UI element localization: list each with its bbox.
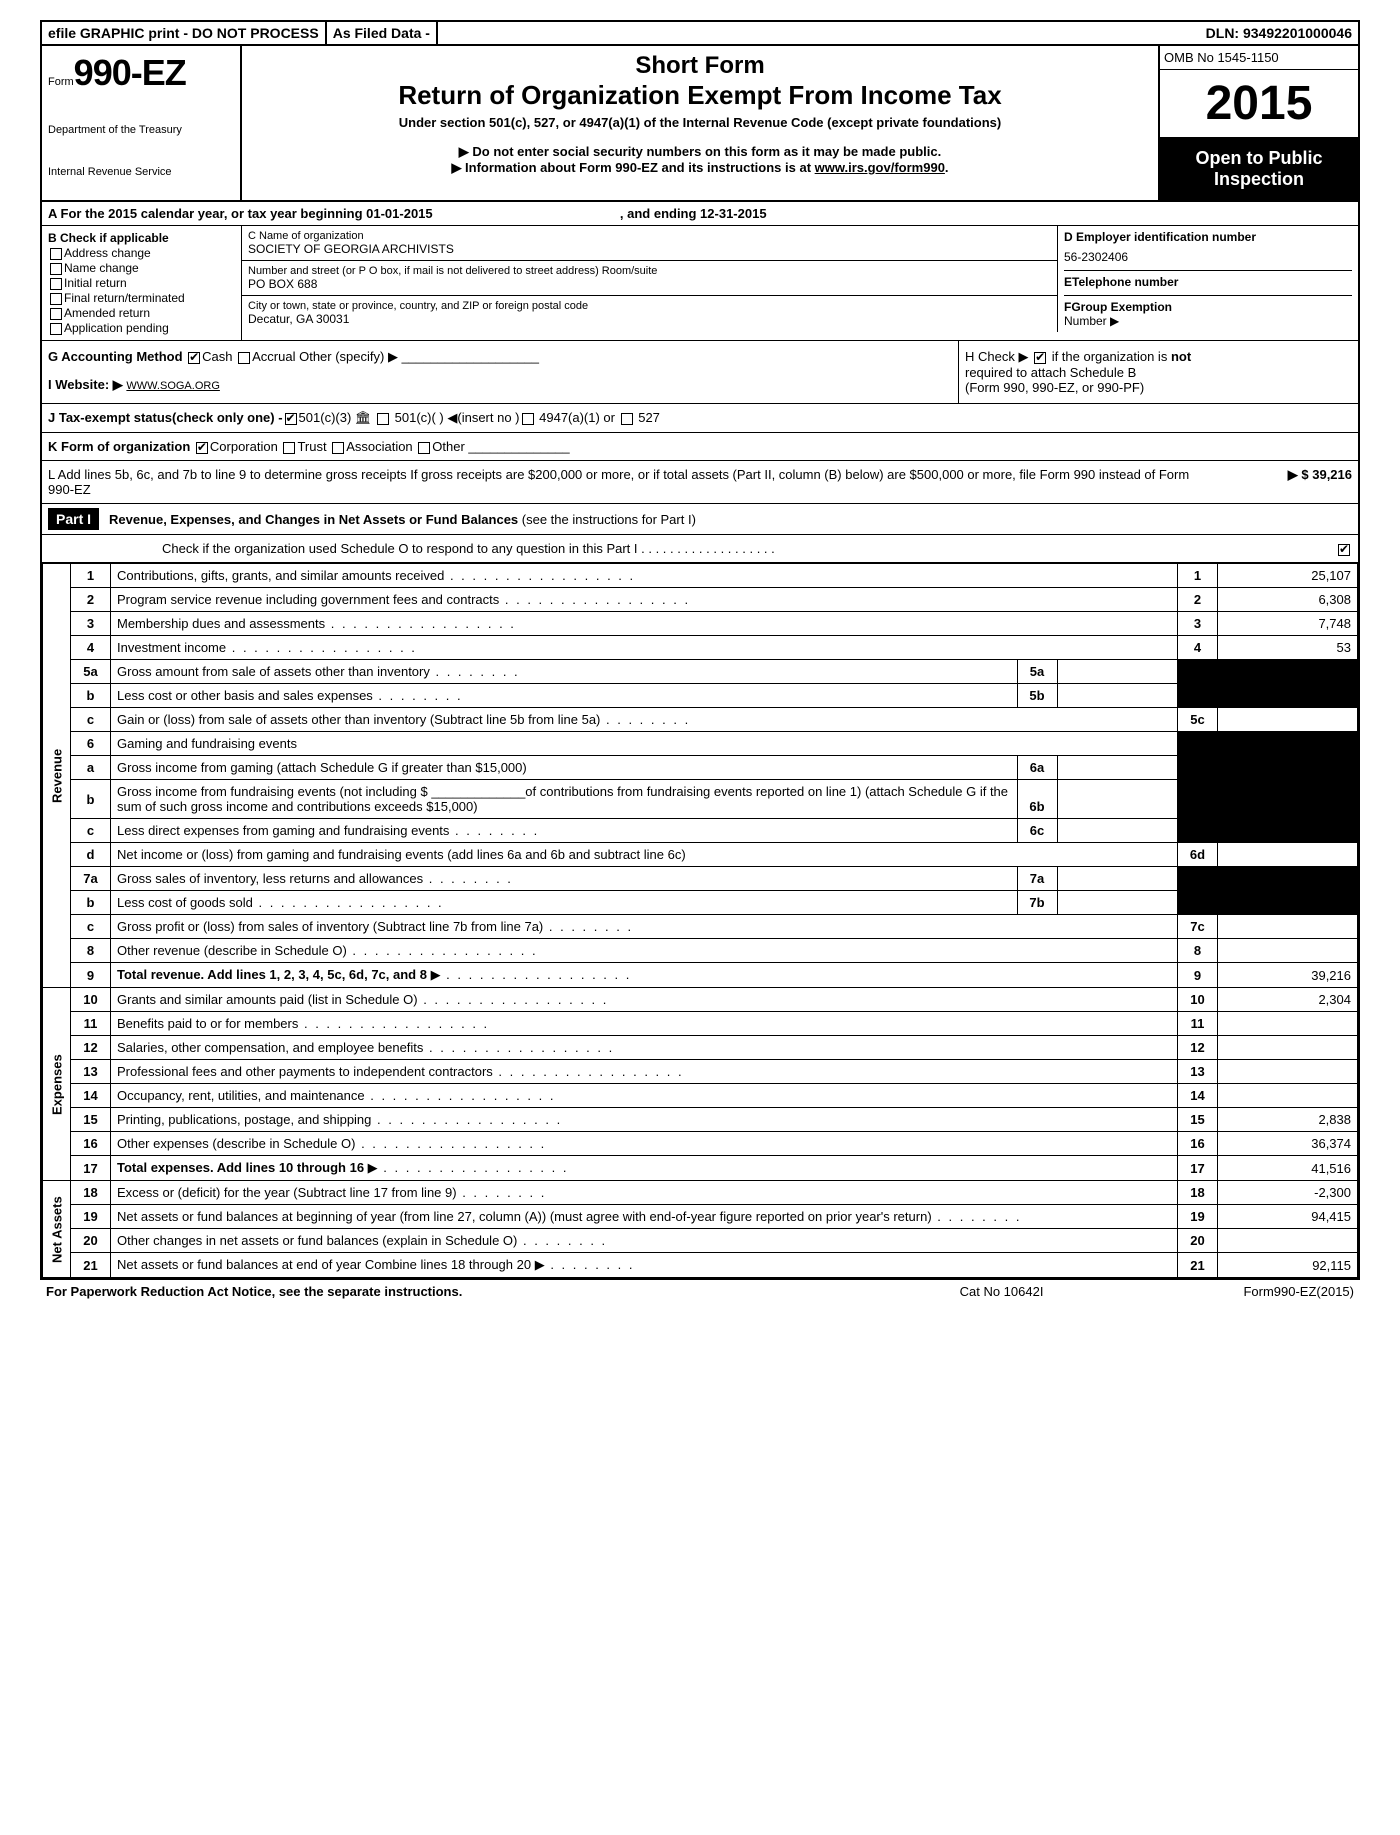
header-center: Short Form Return of Organization Exempt… (242, 46, 1158, 200)
catalog-number: Cat No 10642I (960, 1284, 1044, 1299)
chk-name-change[interactable]: Name change (48, 261, 235, 275)
line-3: 3Membership dues and assessments37,748 (43, 612, 1358, 636)
part1-check: Check if the organization used Schedule … (42, 535, 1358, 563)
row-k: K Form of organization Corporation Trust… (42, 433, 1358, 461)
line-2: 2Program service revenue including gover… (43, 588, 1358, 612)
efile-notice: efile GRAPHIC print - DO NOT PROCESS (42, 22, 327, 44)
line-18: Net Assets 18Excess or (deficit) for the… (43, 1181, 1358, 1205)
chk-501c3[interactable] (285, 413, 297, 425)
form-title: Return of Organization Exempt From Incom… (252, 80, 1148, 111)
line-5a: 5aGross amount from sale of assets other… (43, 660, 1358, 684)
subtitle-3: ▶ Information about Form 990-EZ and its … (252, 160, 1148, 176)
row-gh: G Accounting Method Cash Accrual Other (… (42, 341, 1358, 404)
row-l: L Add lines 5b, 6c, and 7b to line 9 to … (42, 461, 1358, 504)
netassets-side: Net Assets (43, 1181, 71, 1278)
header: Form990-EZ Department of the Treasury In… (42, 46, 1358, 202)
gross-receipts: ▶ $ 39,216 (1202, 467, 1352, 497)
revenue-side: Revenue (43, 564, 71, 988)
footer: For Paperwork Reduction Act Notice, see … (40, 1280, 1360, 1303)
line-6c: cLess direct expenses from gaming and fu… (43, 819, 1358, 843)
part1-header: Part I Revenue, Expenses, and Changes in… (42, 504, 1358, 535)
org-name-cell: C Name of organization SOCIETY OF GEORGI… (242, 226, 1057, 261)
org-city-cell: City or town, state or province, country… (242, 296, 1057, 330)
line-1: Revenue 1Contributions, gifts, grants, a… (43, 564, 1358, 588)
line-13: 13Professional fees and other payments t… (43, 1060, 1358, 1084)
section-b: B Check if applicable Address change Nam… (42, 226, 242, 340)
website-link[interactable]: WWW.SOGA.ORG (126, 380, 220, 392)
chk-initial-return[interactable]: Initial return (48, 276, 235, 290)
org-name: SOCIETY OF GEORGIA ARCHIVISTS (248, 242, 1051, 256)
chk-schedule-o[interactable] (1338, 544, 1350, 556)
section-cde: C Name of organization SOCIETY OF GEORGI… (242, 226, 1358, 340)
form-prefix: Form (48, 76, 74, 88)
line-4: 4Investment income453 (43, 636, 1358, 660)
line-16: 16Other expenses (describe in Schedule O… (43, 1132, 1358, 1156)
org-addr-cell: Number and street (or P O box, if mail i… (242, 261, 1057, 296)
open-public: Open to Public Inspection (1160, 138, 1358, 200)
expenses-side: Expenses (43, 988, 71, 1181)
row-a-tax-year: A For the 2015 calendar year, or tax yea… (42, 202, 1358, 226)
chk-pending[interactable]: Application pending (48, 321, 235, 335)
line-15: 15Printing, publications, postage, and s… (43, 1108, 1358, 1132)
subtitle-2: ▶ Do not enter social security numbers o… (252, 144, 1148, 160)
schedule-b-check: H Check ▶ if the organization is not req… (958, 341, 1358, 403)
chk-amended[interactable]: Amended return (48, 306, 235, 320)
row-j: J Tax-exempt status(check only one) -501… (42, 404, 1358, 433)
line-8: 8Other revenue (describe in Schedule O)8 (43, 939, 1358, 963)
line-6d: dNet income or (loss) from gaming and fu… (43, 843, 1358, 867)
accounting-method: G Accounting Method Cash Accrual Other (… (42, 341, 958, 403)
irs-link[interactable]: www.irs.gov/form990 (815, 160, 945, 175)
form-ref: Form990-EZ(2015) (1243, 1284, 1354, 1299)
tax-year: 2015 (1160, 70, 1358, 138)
section-d: D Employer identification number 56-2302… (1058, 226, 1358, 332)
form-number: 990-EZ (74, 52, 186, 93)
chk-cash[interactable] (188, 352, 200, 364)
org-city: Decatur, GA 30031 (248, 312, 1051, 326)
line-12: 12Salaries, other compensation, and empl… (43, 1036, 1358, 1060)
ein: 56-2302406 (1064, 250, 1352, 264)
dept-irs: Internal Revenue Service (48, 166, 234, 178)
dept-treasury: Department of the Treasury (48, 124, 234, 136)
chk-address-change[interactable]: Address change (48, 246, 235, 260)
telephone-label: ETelephone number (1064, 275, 1178, 289)
as-filed: As Filed Data - (327, 22, 438, 44)
line-5c: cGain or (loss) from sale of assets othe… (43, 708, 1358, 732)
info-grid: B Check if applicable Address change Nam… (42, 226, 1358, 341)
line-7b: bLess cost of goods sold7b (43, 891, 1358, 915)
line-20: 20Other changes in net assets or fund ba… (43, 1229, 1358, 1253)
group-exemption: FGroup ExemptionNumber ▶ (1064, 295, 1352, 328)
header-right: OMB No 1545-1150 2015 Open to Public Ins… (1158, 46, 1358, 200)
org-address: PO BOX 688 (248, 277, 1051, 291)
line-19: 19Net assets or fund balances at beginni… (43, 1205, 1358, 1229)
form-990ez: efile GRAPHIC print - DO NOT PROCESS As … (40, 20, 1360, 1280)
line-6b: bGross income from fundraising events (n… (43, 780, 1358, 819)
part1-table: Revenue 1Contributions, gifts, grants, a… (42, 563, 1358, 1278)
omb-number: OMB No 1545-1150 (1160, 46, 1358, 70)
chk-corp[interactable] (196, 442, 208, 454)
top-bar: efile GRAPHIC print - DO NOT PROCESS As … (42, 22, 1358, 46)
line-7c: cGross profit or (loss) from sales of in… (43, 915, 1358, 939)
line-6: 6Gaming and fundraising events (43, 732, 1358, 756)
line-10: Expenses 10Grants and similar amounts pa… (43, 988, 1358, 1012)
short-form-label: Short Form (252, 52, 1148, 80)
subtitle-1: Under section 501(c), 527, or 4947(a)(1)… (252, 115, 1148, 130)
line-7a: 7aGross sales of inventory, less returns… (43, 867, 1358, 891)
line-17: 17Total expenses. Add lines 10 through 1… (43, 1156, 1358, 1181)
chk-accrual[interactable] (238, 352, 250, 364)
chk-schedule-b[interactable] (1034, 352, 1046, 364)
line-11: 11Benefits paid to or for members11 (43, 1012, 1358, 1036)
paperwork-notice: For Paperwork Reduction Act Notice, see … (46, 1284, 462, 1299)
line-5b: bLess cost or other basis and sales expe… (43, 684, 1358, 708)
header-left: Form990-EZ Department of the Treasury In… (42, 46, 242, 200)
dln: DLN: 93492201000046 (1200, 22, 1358, 44)
line-14: 14Occupancy, rent, utilities, and mainte… (43, 1084, 1358, 1108)
line-9: 9Total revenue. Add lines 1, 2, 3, 4, 5c… (43, 963, 1358, 988)
chk-final-return[interactable]: Final return/terminated (48, 291, 235, 305)
line-6a: aGross income from gaming (attach Schedu… (43, 756, 1358, 780)
line-21: 21Net assets or fund balances at end of … (43, 1253, 1358, 1278)
